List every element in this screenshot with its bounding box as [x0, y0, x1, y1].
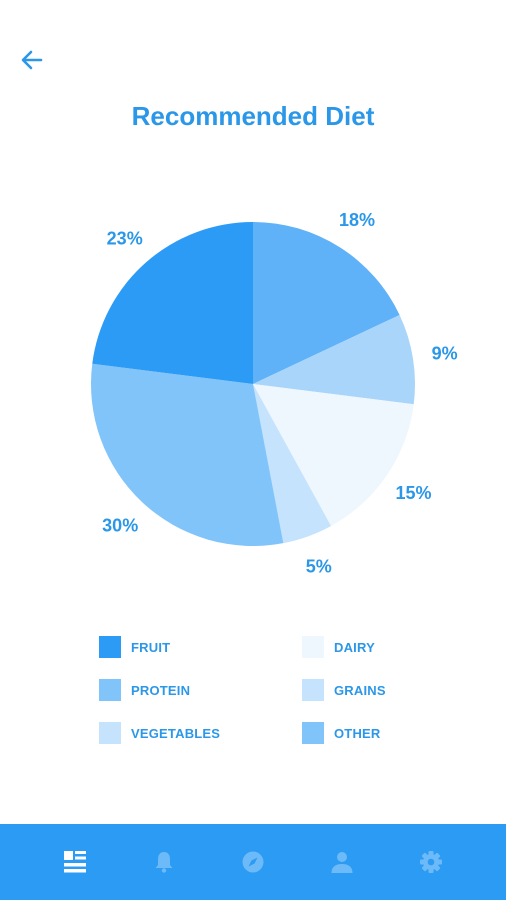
legend-label: FRUIT [131, 639, 171, 655]
legend-item: DAIRY [302, 635, 375, 659]
bottom-tab-bar [0, 824, 506, 900]
tab-profile[interactable] [328, 848, 356, 876]
legend-item: VEGETABLES [99, 721, 220, 745]
legend-label: VEGETABLES [131, 725, 221, 741]
tab-explore[interactable] [239, 848, 267, 876]
pie-slice-label: 18% [339, 210, 375, 230]
tab-notifications[interactable] [150, 848, 178, 876]
pie-slice [253, 315, 415, 405]
pie-slice [253, 222, 400, 384]
pie-slice-label: 30% [102, 515, 138, 535]
user-icon [331, 852, 353, 873]
legend-swatch [99, 636, 121, 658]
legend-swatch [99, 679, 121, 701]
pie-slice [91, 363, 284, 546]
legend-label: DAIRY [334, 639, 375, 655]
pie-slice-label: 9% [432, 344, 458, 364]
pie-slice [92, 222, 253, 384]
legend-item: OTHER [302, 721, 381, 745]
arrow-left-icon [21, 50, 43, 70]
legend-swatch [302, 679, 324, 701]
legend-swatch [302, 722, 324, 744]
pie-slice [253, 384, 414, 526]
pie-slice-label: 5% [306, 557, 332, 577]
compass-icon [242, 851, 264, 873]
legend-label: OTHER [334, 725, 381, 741]
gear-icon [420, 851, 442, 873]
legend-item: FRUIT [99, 635, 170, 659]
tab-settings[interactable] [417, 848, 445, 876]
pie-slice [253, 384, 332, 544]
tab-dashboard[interactable] [61, 848, 89, 876]
pie-slice-label: 23% [107, 229, 143, 249]
legend-swatch [302, 636, 324, 658]
legend-label: GRAINS [334, 682, 386, 698]
legend-swatch [99, 722, 121, 744]
legend-item: PROTEIN [99, 678, 190, 702]
dashboard-icon [64, 851, 86, 873]
bell-icon [155, 852, 173, 873]
legend-label: PROTEIN [131, 682, 191, 698]
legend-item: GRAINS [302, 678, 386, 702]
pie-slice-label: 15% [395, 483, 431, 503]
pie-chart: 18% 9% 15% 5% 30% 23% [91, 210, 458, 577]
back-button[interactable] [14, 44, 50, 76]
page-title: Recommended Diet [131, 101, 375, 131]
